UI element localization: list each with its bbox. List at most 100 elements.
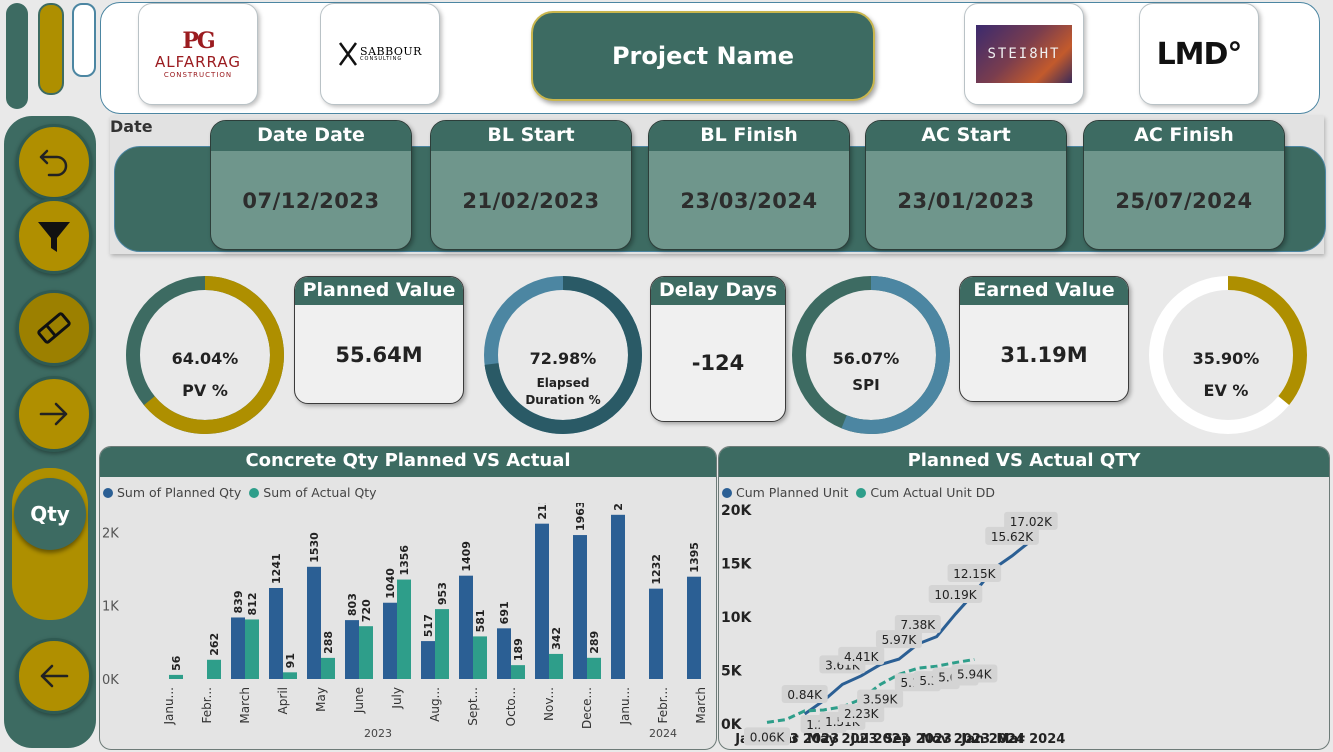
bar-planned[interactable] [345,620,359,679]
date-card-data-date: Date Date 07/12/2023 [210,120,412,250]
bar-data-label: 289 [588,631,601,654]
bar-data-label: 1040 [384,568,397,599]
spi-gauge [792,276,950,434]
bar-data-label: 342 [550,627,563,650]
x-tick-label: July [390,687,404,710]
sabbour-logo-sub: CONSULTING [360,56,403,62]
x-tick-label: Febr... [656,687,670,724]
filter-button[interactable] [16,198,92,274]
alfarrag-logo: PG ALFARRAG CONSTRUCTION [138,3,258,105]
legend-swatch-planned [722,487,732,498]
elapsed-duration-label-line2: Duration % [525,393,601,407]
alfarrag-logo-mark: PG [182,27,215,54]
pv-gauge-label: PV % [182,381,228,400]
data-label: 17.02K [1010,515,1053,529]
date-section-label: Date [110,117,153,136]
bar-actual[interactable] [549,653,563,679]
date-card-bl-start: BL Start 21/02/2023 [430,120,632,250]
data-label-bg [985,526,1039,545]
date-card-value: 23/03/2024 [680,189,818,213]
bar-actual[interactable] [283,672,297,679]
bar-planned[interactable] [459,575,473,679]
next-page-button[interactable] [16,376,92,452]
kpi-card-value: 31.19M [1000,343,1088,367]
legend-label-actual: Cum Actual Unit DD [870,485,995,500]
bar-actual[interactable] [511,665,525,679]
chart-legend: Sum of Planned Qty Sum of Actual Qty [103,485,377,500]
data-label: 0.84K [787,688,823,702]
bar-data-label: 1241 [270,553,283,584]
concrete-qty-bar-chart: 0K 1K 2K 56 Janu... 262 Febr... 839 812 March 1241… [102,503,708,740]
filter-icon [38,222,70,252]
x-tick-label: Sept... [466,687,480,726]
bar-planned[interactable] [421,641,435,679]
bar-data-label: 1395 [688,542,701,573]
sidebar-pill-white [72,3,96,77]
x-tick-label: Aug... [428,687,442,722]
data-label-bg [838,704,885,723]
bar-planned[interactable] [269,587,283,679]
bar-data-label: 262 [208,633,221,656]
y-tick-label: 20K [721,503,752,519]
data-label: 15.62K [991,530,1034,544]
back-button[interactable] [16,124,92,200]
bar-data-label: 1530 [308,532,321,563]
bar-actual[interactable] [435,609,449,679]
bar-data-label: 1963 [574,503,587,531]
data-label: 7.38K [901,618,937,632]
arrow-right-icon [39,402,68,426]
bar-data-label: 56 [170,655,183,671]
bar-data-label: 720 [360,599,373,622]
bar-actual[interactable] [169,674,183,679]
bar-actual[interactable] [397,579,411,679]
bar-actual[interactable] [245,619,259,679]
bar-actual[interactable] [207,659,221,679]
stei8ht-logo: STEI8HT [964,3,1084,105]
bar-actual[interactable] [587,657,601,679]
date-card-title: AC Start [866,121,1066,151]
date-card-ac-finish: AC Finish 25/07/2024 [1083,120,1285,250]
bar-planned[interactable] [649,588,663,679]
date-card-title: BL Finish [649,121,849,151]
kpi-card-title: Planned Value [295,277,463,305]
eraser-icon [37,312,71,344]
chart-title: Concrete Qty Planned VS Actual [100,447,716,477]
bar-planned[interactable] [307,566,321,679]
pv-gauge [126,276,284,434]
x-tick-label: Jul 2023 [849,732,909,747]
bar-planned[interactable] [611,514,625,679]
x-tick-label: Janu... [162,687,176,726]
x-tick-label: June [352,687,366,714]
back-arrow-icon [39,149,68,177]
spi-gauge-value: 56.07% [832,349,900,368]
bar-planned[interactable] [573,535,587,679]
bar-planned[interactable] [687,576,701,679]
y-tick-label: 10K [721,610,752,626]
sabbour-logo-name: SABBOUR [360,45,422,58]
sidebar-pill-left [6,3,28,109]
bar-planned[interactable] [497,628,511,679]
date-card-title: BL Start [431,121,631,151]
data-label: 2.23K [844,707,880,721]
bar-actual[interactable] [359,626,373,679]
y-tick-label: 0K [102,673,119,688]
sabbour-logo: SABBOUR CONSULTING [320,3,440,105]
lmd-logo-name: LMD° [1156,36,1243,72]
lmd-logo: LMD° [1139,3,1259,105]
x-tick-label: May 2023 [807,732,878,747]
data-label: 5.94K [957,667,993,681]
bar-data-label: 1356 [398,545,411,576]
bar-actual[interactable] [321,657,335,679]
previous-page-button[interactable] [16,638,92,714]
bar-data-label: 1232 [650,554,663,585]
x-tick-label: Dece... [580,687,594,729]
year-label: 2024 [649,727,677,740]
bar-data-label: 812 [246,592,259,615]
clear-filters-button[interactable] [16,290,92,366]
bar-actual[interactable] [473,636,487,679]
bar-planned[interactable] [231,617,245,679]
qty-button[interactable]: Qty [14,478,86,550]
bar-planned[interactable] [383,602,397,679]
bar-data-label: 288 [322,631,335,654]
bar-planned[interactable] [535,523,549,679]
